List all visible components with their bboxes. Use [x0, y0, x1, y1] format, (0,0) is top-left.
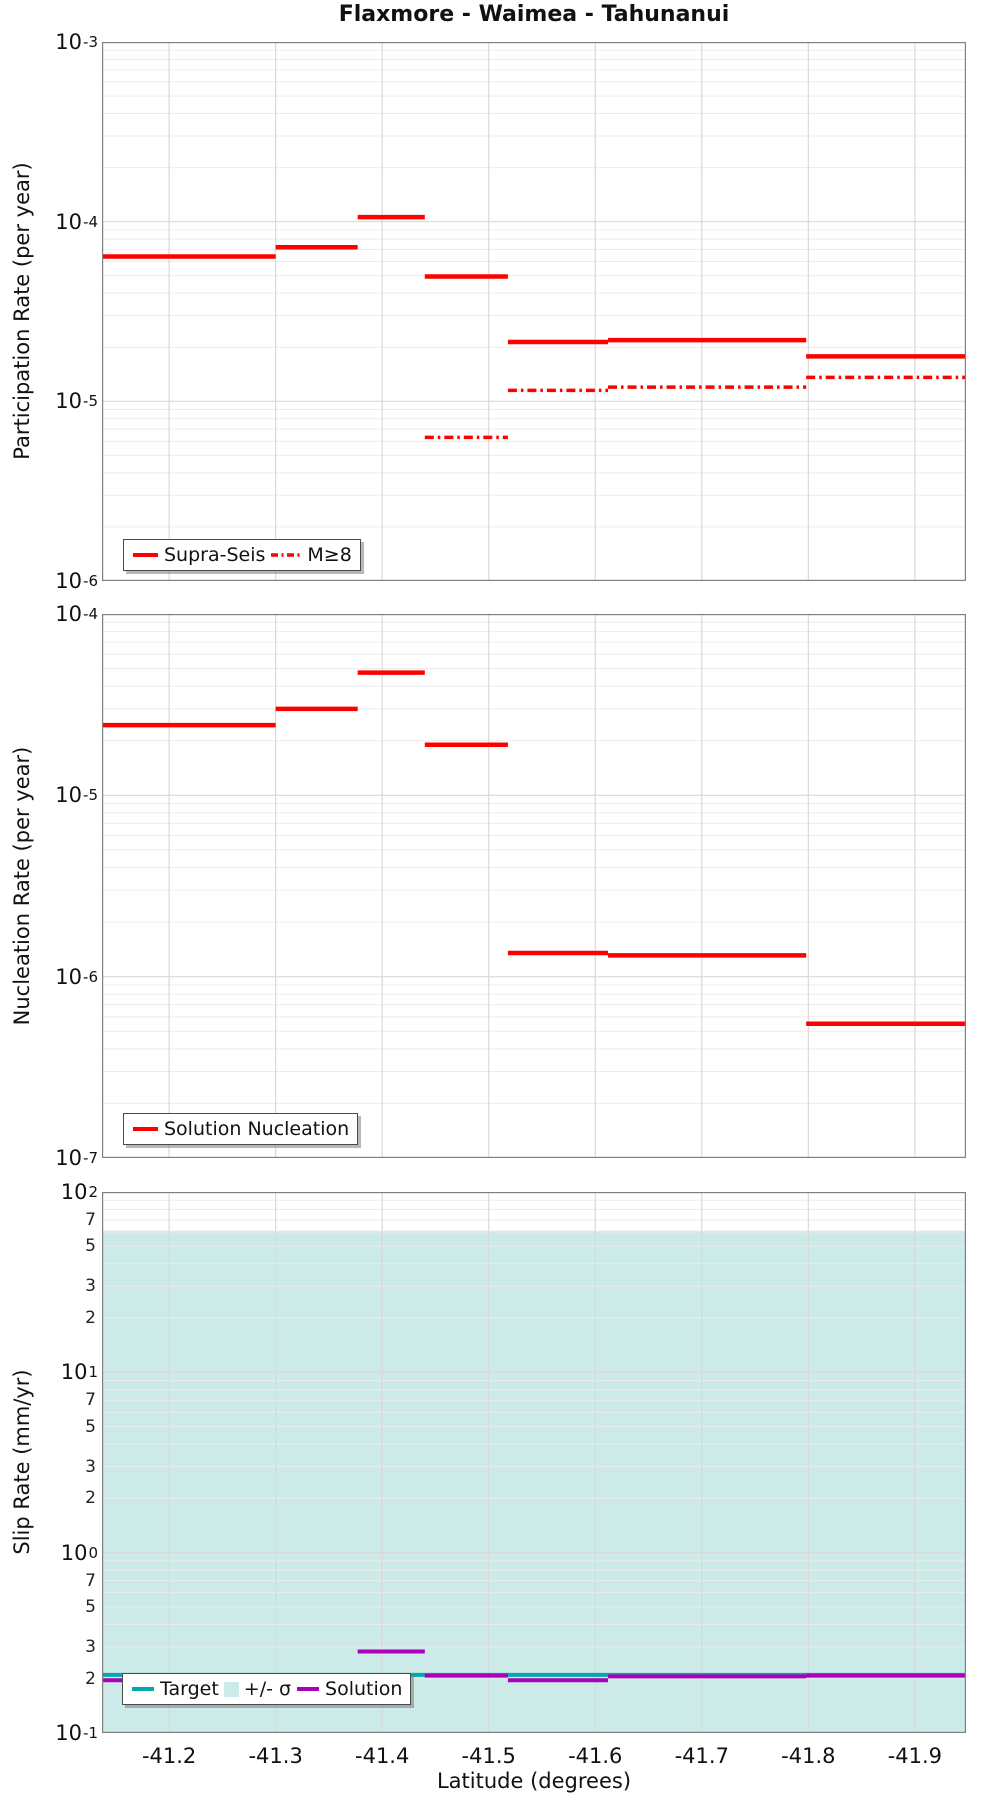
y-minor-tick-label: 7	[85, 1390, 96, 1411]
panel-slip-rate-plot	[102, 1192, 966, 1733]
plot-frame	[102, 42, 966, 581]
supra-seis-line-swatch	[133, 553, 158, 557]
legend-label-solution: Solution	[325, 1678, 403, 1700]
y-minor-tick-label: 7	[85, 1209, 96, 1230]
panel-participation-plot	[102, 42, 966, 581]
y-tick-label: 10 0	[60, 1540, 98, 1565]
panel-nucleation-plot	[102, 614, 966, 1158]
legend-label-sigma: +/- σ	[243, 1678, 292, 1700]
y-minor-tick-label: 7	[85, 1570, 96, 1591]
y-tick-label: 10 -3	[55, 30, 98, 54]
y-minor-tick-label: 2	[85, 1668, 96, 1689]
x-tick-label: -41.5	[461, 1744, 516, 1768]
y-tick-label: 10 -6	[55, 569, 98, 593]
plot-frame	[102, 1192, 966, 1733]
legend-slip-rate: Target +/- σ Solution	[122, 1673, 412, 1705]
plot-frame	[102, 614, 966, 1158]
y-tick-label: 10 -5	[55, 783, 98, 808]
m8-dashdot-line-swatch	[271, 553, 302, 557]
target-line-swatch	[132, 1687, 154, 1691]
solution-line-swatch	[297, 1687, 320, 1691]
legend-label-solution-nucleation: Solution Nucleation	[164, 1118, 350, 1140]
x-tick-label: -41.4	[355, 1744, 410, 1768]
x-tick-label: -41.3	[248, 1744, 303, 1768]
y-tick-label: 10 2	[60, 1180, 98, 1204]
x-tick-label: -41.8	[781, 1744, 836, 1768]
y-tick-label: 10 -5	[55, 389, 98, 414]
sigma-band-patch-swatch	[223, 1681, 239, 1697]
x-tick-label: -41.6	[568, 1744, 623, 1768]
y-minor-tick-label: 5	[85, 1236, 96, 1257]
y-tick-label: 10 -4	[55, 602, 98, 626]
legend-participation: Supra-Seis M≥8	[123, 539, 361, 571]
x-tick-label: -41.2	[141, 1744, 197, 1768]
y-tick-label: 10 1	[60, 1360, 98, 1385]
y-minor-tick-label: 2	[85, 1488, 96, 1509]
legend-label-m8: M≥8	[307, 544, 352, 566]
x-tick-label: -41.7	[674, 1744, 729, 1768]
y-minor-tick-label: 3	[85, 1636, 96, 1657]
slip-rate-y-axis-label: Slip Rate (mm/yr)	[10, 1369, 34, 1555]
y-tick-label: 10 -1	[55, 1721, 98, 1745]
y-tick-label: 10 -7	[55, 1146, 98, 1170]
y-tick-label: 10 -4	[55, 209, 98, 234]
y-minor-tick-label: 2	[85, 1308, 96, 1329]
x-tick-label: -41.9	[887, 1744, 943, 1768]
legend-label-target: Target	[160, 1678, 219, 1700]
y-minor-tick-label: 5	[85, 1416, 96, 1437]
sigma-band	[102, 1230, 966, 1733]
solution-nucleation-line-swatch	[133, 1127, 158, 1131]
x-axis-label: Latitude (degrees)	[436, 1769, 632, 1793]
figure-title: Flaxmore - Waimea - Tahunanui	[338, 2, 730, 27]
legend-label-supra-seis: Supra-Seis	[164, 544, 266, 566]
legend-nucleation: Solution Nucleation	[123, 1113, 359, 1145]
y-tick-label: 10 -6	[55, 964, 98, 989]
y-minor-tick-label: 3	[85, 1456, 96, 1477]
y-minor-tick-label: 3	[85, 1276, 96, 1297]
y-minor-tick-label: 5	[85, 1596, 96, 1617]
